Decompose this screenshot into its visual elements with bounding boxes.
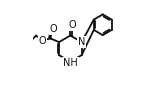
Text: O: O	[39, 36, 46, 46]
Text: NH: NH	[63, 58, 78, 68]
Text: N: N	[78, 37, 85, 47]
Text: O: O	[68, 20, 76, 30]
Text: O: O	[50, 24, 57, 34]
